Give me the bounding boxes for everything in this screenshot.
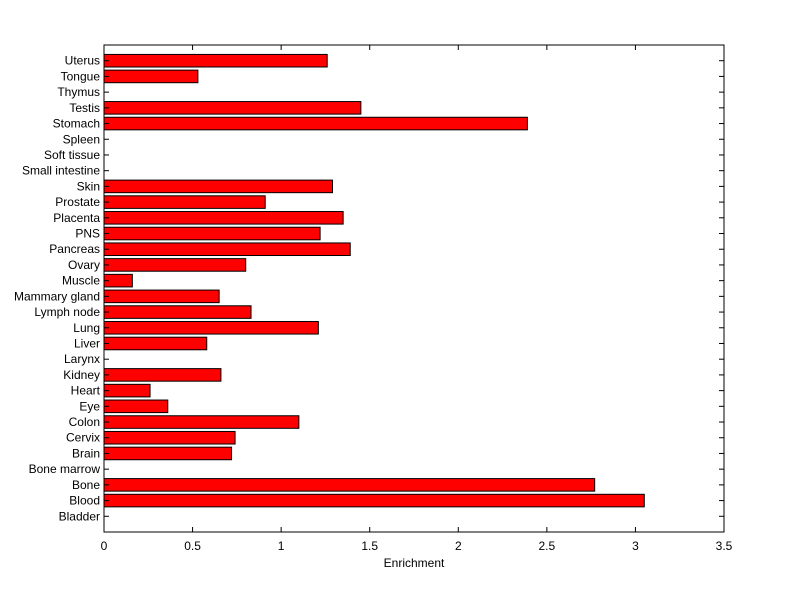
y-tick-label-testis: Testis <box>69 101 100 115</box>
y-tick-label-bone: Bone <box>72 478 100 492</box>
y-tick-label-lung: Lung <box>73 321 100 335</box>
y-tick-label-thymus: Thymus <box>57 85 100 99</box>
bar-lung <box>103 320 319 335</box>
plot-frame <box>103 44 725 533</box>
y-tick-label-uterus: Uterus <box>65 54 100 68</box>
bar-testis <box>103 101 362 115</box>
y-tick-label-spleen: Spleen <box>63 132 100 146</box>
y-tick-label-ovary: Ovary <box>68 258 100 272</box>
bar-heart <box>103 383 151 398</box>
bar-cervix <box>103 430 236 445</box>
y-tick-label-pns: PNS <box>75 227 100 241</box>
bar-skin <box>103 179 334 194</box>
bar-pns <box>103 226 321 241</box>
y-tick-label-liver: Liver <box>74 336 100 350</box>
bar-placenta <box>103 211 344 225</box>
y-tick-label-lymph-node: Lymph node <box>34 305 100 319</box>
y-tick-label-brain: Brain <box>72 446 100 460</box>
bar-liver <box>103 336 208 351</box>
y-tick-label-kidney: Kidney <box>63 368 100 382</box>
x-tick-label-2: 1 <box>278 539 285 553</box>
y-tick-label-heart: Heart <box>71 384 101 398</box>
bar-bone <box>103 478 596 492</box>
x-axis-label: Enrichment <box>384 556 445 570</box>
x-tick-label-5: 2.5 <box>539 539 556 553</box>
bar-pancreas <box>103 242 351 257</box>
y-tick-label-stomach: Stomach <box>53 117 100 131</box>
bar-uterus <box>103 53 328 68</box>
y-tick-label-small-intestine: Small intestine <box>22 164 100 178</box>
x-ticks-group: 0 0.5 1 1.5 2 2.5 3 3.5 <box>101 45 733 553</box>
x-tick-label-7: 3.5 <box>716 539 733 553</box>
bar-eye <box>103 399 169 414</box>
y-tick-label-tongue: Tongue <box>61 69 101 83</box>
bar-kidney <box>103 368 222 382</box>
x-tick-label-3: 1.5 <box>361 539 378 553</box>
bar-blood <box>103 493 645 508</box>
bar-brain <box>103 446 233 461</box>
bar-mammary-gland <box>103 289 220 304</box>
bar-tongue <box>103 69 199 84</box>
y-tick-label-bladder: Bladder <box>59 509 100 523</box>
y-tick-label-skin: Skin <box>77 179 100 193</box>
y-tick-label-soft-tissue: Soft tissue <box>44 148 100 162</box>
x-tick-label-1: 0.5 <box>184 539 201 553</box>
y-tick-label-placenta: Placenta <box>53 211 100 225</box>
y-tick-label-blood: Blood <box>69 494 100 508</box>
bar-stomach <box>103 116 528 131</box>
y-tick-label-colon: Colon <box>69 415 100 429</box>
x-tick-label-6: 3 <box>632 539 639 553</box>
x-tick-label-0: 0 <box>101 539 108 553</box>
y-tick-label-larynx: Larynx <box>64 352 100 366</box>
bar-prostate <box>103 195 266 209</box>
y-tick-label-pancreas: Pancreas <box>49 242 100 256</box>
y-tick-label-muscle: Muscle <box>62 274 100 288</box>
bar-lymph-node <box>103 305 252 319</box>
y-tick-label-prostate: Prostate <box>55 195 100 209</box>
y-tick-label-cervix: Cervix <box>66 431 100 445</box>
bars-group <box>103 53 645 508</box>
y-tick-label-eye: Eye <box>79 399 100 413</box>
x-tick-label-4: 2 <box>455 539 462 553</box>
bar-ovary <box>103 258 247 272</box>
bar-colon <box>103 415 300 429</box>
y-tick-label-mammary-gland: Mammary gland <box>14 289 100 303</box>
y-tick-label-bone-marrow: Bone marrow <box>29 462 101 476</box>
